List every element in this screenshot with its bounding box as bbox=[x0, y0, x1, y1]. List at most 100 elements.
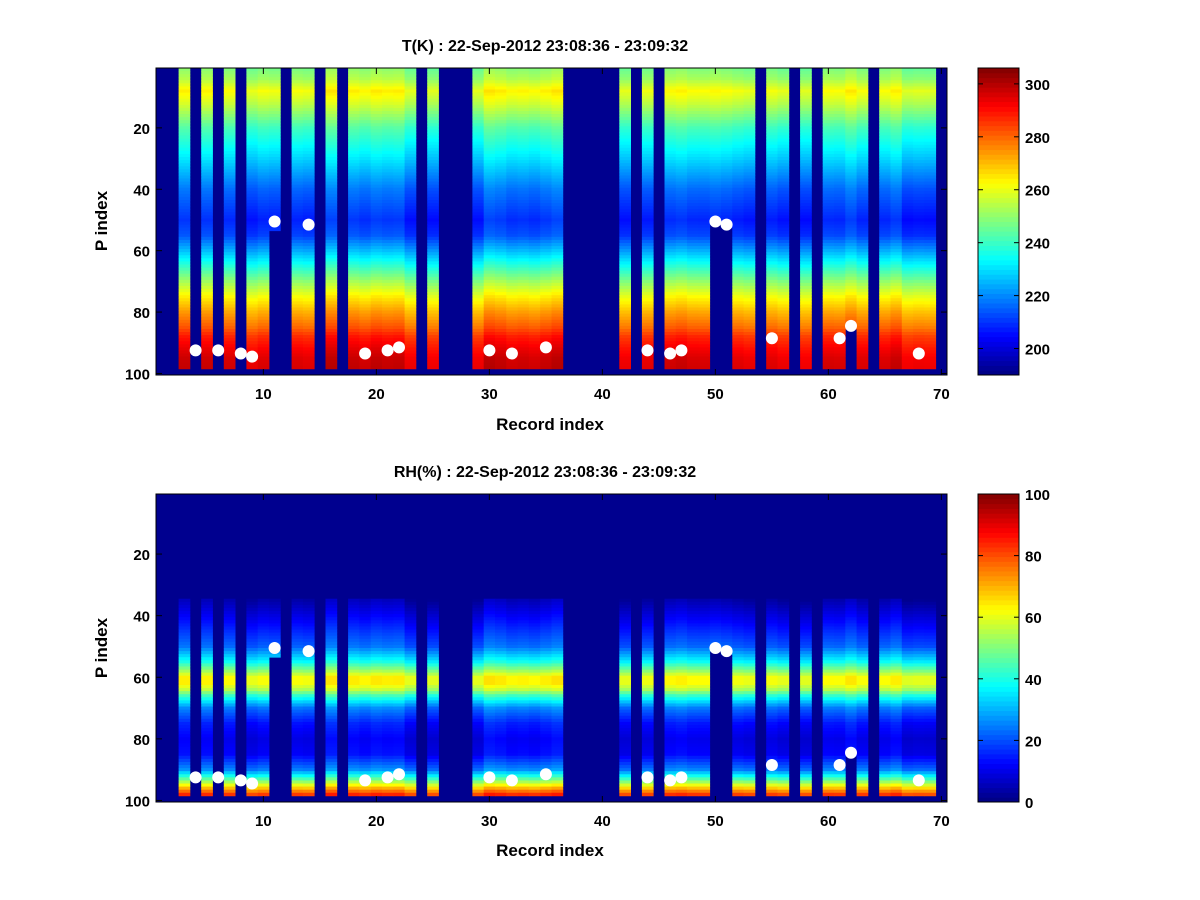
colorbar-segment bbox=[978, 303, 1019, 309]
heatmap-cell bbox=[178, 289, 191, 293]
heatmap-cell bbox=[766, 68, 778, 72]
heatmap-cell bbox=[675, 200, 688, 204]
heatmap-cell bbox=[302, 261, 315, 265]
heatmap-cell bbox=[743, 261, 756, 265]
heatmap-cell bbox=[348, 160, 360, 164]
heatmap-cell bbox=[743, 107, 756, 112]
heatmap-cell bbox=[641, 258, 654, 262]
heatmap-cell bbox=[325, 292, 338, 296]
heatmap-cell bbox=[427, 249, 439, 253]
heatmap-cell bbox=[800, 353, 812, 357]
heatmap-cell bbox=[664, 233, 677, 238]
panel-1-markers bbox=[189, 215, 925, 363]
heatmap-cell bbox=[777, 114, 790, 118]
heatmap-cell bbox=[472, 298, 485, 302]
heatmap-cell bbox=[178, 196, 191, 201]
heatmap-cell bbox=[404, 279, 417, 284]
heatmap-cell bbox=[619, 86, 631, 90]
heatmap-cell bbox=[223, 789, 236, 794]
heatmap-cell bbox=[370, 322, 383, 327]
heatmap-cell bbox=[721, 147, 733, 152]
heatmap-cell bbox=[201, 298, 213, 302]
heatmap-cell bbox=[472, 218, 485, 222]
heatmap-cell bbox=[427, 95, 439, 100]
heatmap-cell bbox=[528, 114, 541, 118]
heatmap-cell bbox=[472, 328, 485, 333]
heatmap-cell bbox=[382, 196, 394, 201]
heatmap-cell bbox=[427, 273, 439, 278]
heatmap-cell bbox=[302, 258, 315, 262]
heatmap-cell bbox=[483, 107, 496, 112]
heatmap-cell bbox=[223, 83, 236, 87]
heatmap-cell bbox=[901, 98, 914, 103]
heatmap-cell bbox=[506, 150, 518, 155]
heatmap-cell bbox=[517, 307, 530, 311]
heatmap-cell bbox=[246, 635, 259, 640]
heatmap-cell bbox=[687, 95, 699, 100]
heatmap-cell bbox=[687, 270, 699, 275]
heatmap-cell bbox=[901, 325, 914, 330]
heatmap-cell bbox=[370, 227, 383, 232]
heatmap-cell bbox=[257, 80, 270, 84]
heatmap-cell bbox=[427, 206, 439, 210]
heatmap-cell bbox=[506, 289, 518, 293]
heatmap-cell bbox=[246, 651, 259, 655]
heatmap-cell bbox=[393, 316, 405, 321]
heatmap-cell bbox=[834, 86, 846, 90]
heatmap-cell bbox=[359, 193, 372, 198]
heatmap-cell bbox=[427, 181, 439, 186]
heatmap-cell bbox=[302, 604, 315, 609]
heatmap-cell bbox=[721, 101, 733, 106]
heatmap-cell bbox=[721, 98, 733, 103]
heatmap-cell bbox=[370, 169, 383, 173]
heatmap-cell bbox=[483, 117, 496, 121]
heatmap-cell bbox=[506, 86, 518, 90]
heatmap-cell bbox=[924, 169, 937, 173]
heatmap-cell bbox=[687, 163, 699, 167]
heatmap-cell bbox=[325, 80, 338, 84]
heatmap-cell bbox=[495, 206, 507, 210]
heatmap-cell bbox=[427, 163, 439, 167]
heatmap-cell bbox=[777, 92, 790, 97]
heatmap-cell bbox=[777, 196, 790, 201]
heatmap-cell bbox=[223, 614, 236, 618]
heatmap-cell bbox=[495, 117, 507, 121]
heatmap-cell bbox=[495, 230, 507, 235]
heatmap-cell bbox=[348, 104, 360, 109]
heatmap-cell bbox=[393, 178, 405, 182]
heatmap-cell bbox=[766, 141, 778, 146]
heatmap-cell bbox=[472, 270, 485, 275]
heatmap-cell bbox=[325, 641, 338, 646]
heatmap-cell bbox=[687, 129, 699, 133]
heatmap-cell bbox=[879, 332, 891, 336]
heatmap-cell bbox=[302, 316, 315, 321]
heatmap-cell bbox=[800, 196, 812, 201]
heatmap-cell bbox=[834, 92, 846, 97]
heatmap-cell bbox=[698, 138, 711, 143]
heatmap-cell bbox=[370, 350, 383, 354]
heatmap-cell bbox=[879, 270, 891, 275]
heatmap-cell bbox=[302, 129, 315, 133]
heatmap-cell bbox=[483, 160, 496, 164]
heatmap-cell bbox=[291, 731, 304, 735]
heatmap-cell bbox=[528, 307, 541, 311]
heatmap-cell bbox=[325, 120, 338, 124]
heatmap-cell bbox=[777, 233, 790, 238]
heatmap-cell bbox=[257, 783, 270, 787]
heatmap-cell bbox=[359, 147, 372, 152]
heatmap-cell bbox=[178, 95, 191, 100]
heatmap-cell bbox=[348, 249, 360, 253]
heatmap-cell bbox=[913, 150, 925, 155]
heatmap-cell bbox=[269, 114, 281, 118]
heatmap-cell bbox=[506, 292, 518, 296]
heatmap-cell bbox=[675, 322, 688, 327]
heatmap-cell bbox=[223, 126, 236, 130]
heatmap-cell bbox=[675, 325, 688, 330]
heatmap-cell bbox=[257, 347, 270, 351]
heatmap-cell bbox=[619, 104, 631, 109]
heatmap-cell bbox=[483, 338, 496, 342]
heatmap-cell bbox=[687, 313, 699, 318]
heatmap-cell bbox=[924, 114, 937, 118]
heatmap-cell bbox=[664, 166, 677, 170]
heatmap-cell bbox=[709, 89, 722, 93]
